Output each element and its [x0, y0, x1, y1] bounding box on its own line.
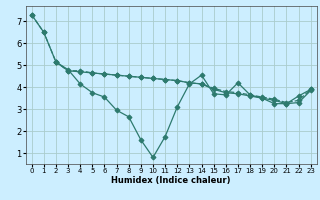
X-axis label: Humidex (Indice chaleur): Humidex (Indice chaleur)	[111, 176, 231, 185]
